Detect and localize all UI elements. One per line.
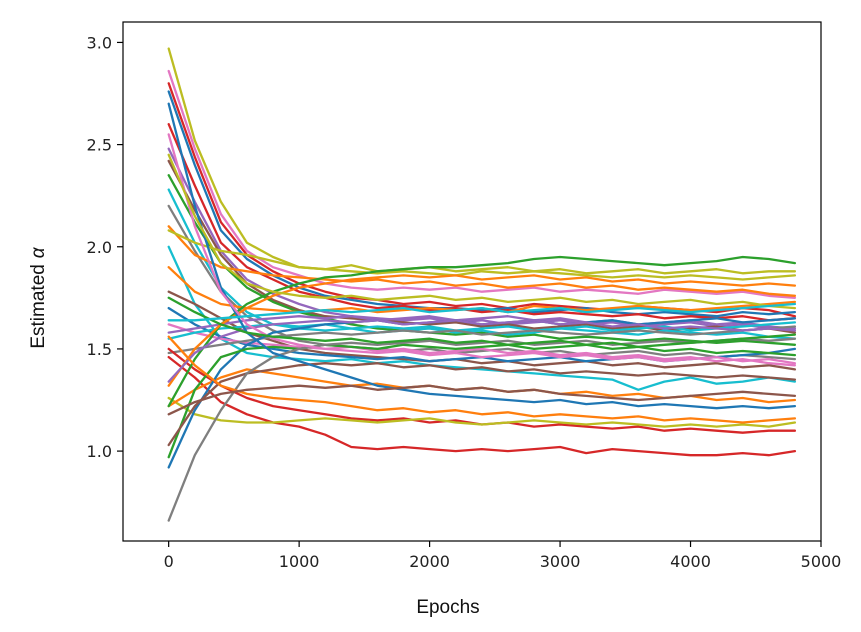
series-line-27	[167, 362, 797, 447]
series-line-31	[167, 319, 797, 383]
y-tick-label: 2.0	[87, 238, 112, 257]
x-tick-label: 0	[164, 552, 174, 571]
series-line-17	[167, 323, 797, 367]
series-line-34	[167, 153, 797, 310]
series-line-6	[167, 147, 797, 332]
series-line-5	[167, 123, 797, 322]
series-line-30	[167, 274, 797, 387]
series-line-10	[167, 204, 797, 361]
series-line-38	[167, 302, 797, 322]
x-axis-label: Epochs	[416, 597, 479, 618]
y-tick-label: 1.0	[87, 442, 112, 461]
y-axis-ticks: 1.0 1.5 2.0 2.5 3.0	[87, 33, 123, 461]
series-line-33	[167, 133, 797, 365]
series-line-12	[167, 229, 797, 275]
series-lines	[167, 47, 797, 522]
series-line-23	[167, 396, 797, 428]
y-tick-label: 2.5	[87, 136, 112, 155]
x-tick-label: 2000	[409, 552, 450, 571]
series-line-8	[167, 174, 797, 346]
series-line-32	[167, 102, 797, 410]
series-line-26	[167, 343, 797, 459]
series-line-11	[167, 225, 797, 297]
series-line-1	[167, 47, 797, 281]
y-axis-label-text: Estimated	[28, 264, 49, 348]
series-line-36	[167, 296, 797, 349]
series-line-35	[167, 335, 797, 424]
y-axis-label-symbol: α	[28, 246, 49, 258]
y-axis-label: Estimated α	[28, 246, 49, 348]
series-line-15	[167, 290, 797, 371]
y-tick-label: 1.5	[87, 340, 112, 359]
y-tick-label: 3.0	[87, 33, 112, 52]
x-tick-label: 5000	[801, 552, 842, 571]
series-line-2	[167, 69, 797, 299]
series-line-37	[167, 384, 797, 416]
x-tick-label: 3000	[540, 552, 581, 571]
x-tick-label: 4000	[670, 552, 711, 571]
plot-frame	[122, 21, 822, 542]
x-axis-ticks: 0 1000 2000 3000 4000 5000	[164, 541, 842, 571]
series-line-7	[167, 159, 797, 334]
x-tick-label: 1000	[279, 552, 320, 571]
